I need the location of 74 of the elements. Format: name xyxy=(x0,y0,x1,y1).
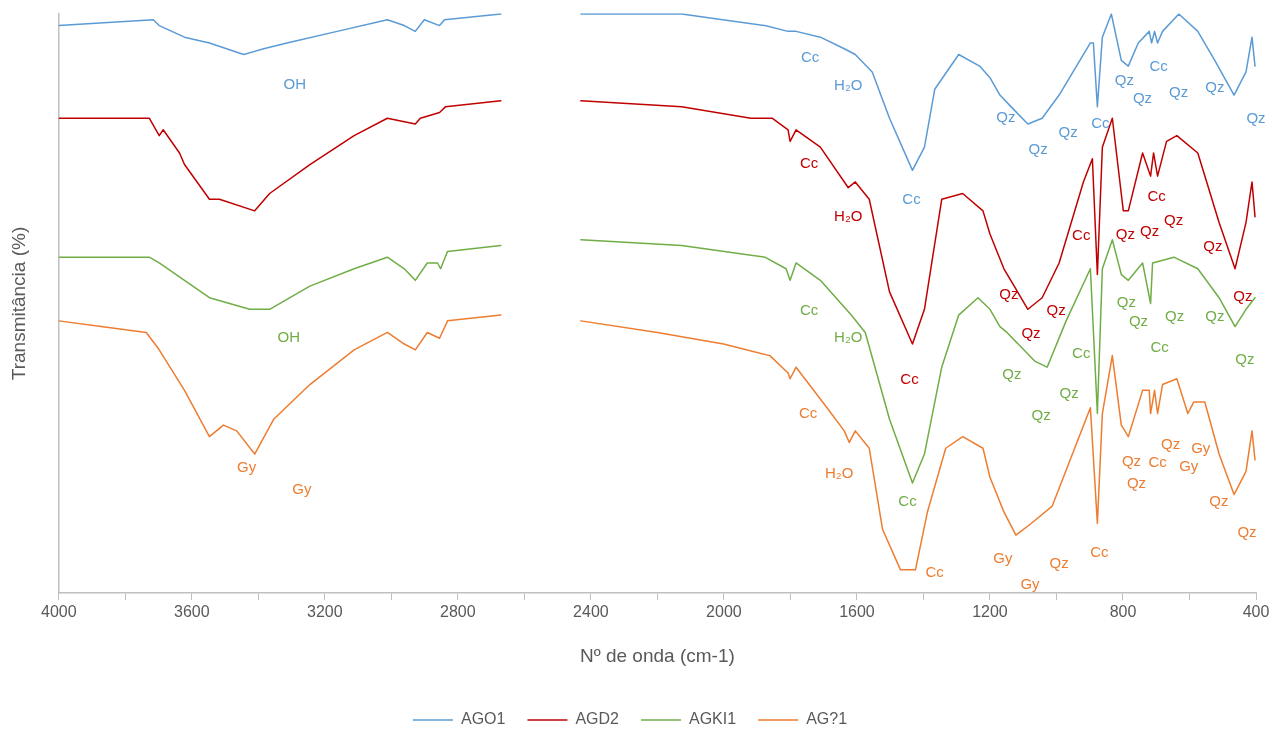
annotation: Qz xyxy=(1121,452,1142,470)
annotation: Qz xyxy=(1139,221,1160,239)
annotation: Qz xyxy=(1169,83,1189,101)
annotation: Qz xyxy=(1114,70,1135,88)
annotation: Cc xyxy=(1148,453,1168,471)
annotation: Qz xyxy=(1132,88,1153,106)
annotation: Qz xyxy=(1002,365,1022,383)
annotation: Qz xyxy=(1049,553,1069,571)
annotation: Qz xyxy=(1237,523,1257,541)
annotation: Cc xyxy=(1090,542,1109,560)
annotation: Qz xyxy=(1161,435,1181,453)
x-tick-label: 2800 xyxy=(440,603,476,621)
annotation: Qz xyxy=(1209,491,1229,509)
annotation: Qz xyxy=(1028,139,1048,157)
annotation: Gy xyxy=(1020,575,1041,593)
x-tick-label: 1600 xyxy=(839,603,875,621)
annotation: Qz xyxy=(1126,473,1147,491)
x-tick-label: 2400 xyxy=(573,603,609,621)
x-tick-label: 400 xyxy=(1242,603,1270,621)
annotation: Cc xyxy=(900,369,920,387)
x-tick-label: 3600 xyxy=(174,603,210,621)
annotation: H₂O xyxy=(834,207,863,225)
annotation: Cc xyxy=(798,403,818,421)
annotation: Cc xyxy=(1091,113,1110,131)
legend-label: AGD2 xyxy=(575,710,620,728)
x-tick-label: 4000 xyxy=(41,603,77,621)
annotation: Cc xyxy=(800,48,820,66)
legend-label: AG?1 xyxy=(806,710,848,728)
annotation: Qz xyxy=(1058,122,1078,140)
annotation: Qz xyxy=(1128,312,1149,330)
annotation: Qz xyxy=(1021,323,1041,341)
annotation: Qz xyxy=(1046,300,1066,318)
x-axis-title: Nº de onda (cm-1) xyxy=(580,644,735,666)
annotation: Gy xyxy=(1191,438,1211,456)
annotation: Qz xyxy=(996,107,1016,125)
annotation: Cc xyxy=(1150,338,1170,356)
annotation: Qz xyxy=(1205,306,1225,324)
annotation: Cc xyxy=(902,190,922,208)
annotation: Gy xyxy=(292,480,312,498)
annotation: Cc xyxy=(1149,57,1169,75)
annotation: H₂O xyxy=(825,463,854,481)
annotation: Cc xyxy=(1147,186,1167,204)
x-tick-label: 1200 xyxy=(972,603,1008,621)
annotation: Qz xyxy=(1116,293,1137,311)
annotation: Cc xyxy=(799,154,819,172)
annotation: OH xyxy=(283,75,307,93)
annotation: Qz xyxy=(1205,77,1225,95)
annotation: Qz xyxy=(1031,405,1051,423)
annotation: H₂O xyxy=(834,76,863,94)
annotation: Cc xyxy=(1072,343,1091,361)
annotation: Qz xyxy=(1165,306,1185,324)
annotation: Qz xyxy=(999,285,1019,303)
annotation: Cc xyxy=(925,562,945,580)
y-axis-title: Transmitância (%) xyxy=(7,226,29,381)
annotation: Gy xyxy=(1179,456,1199,474)
x-tick-label: 3200 xyxy=(307,603,343,621)
annotation: Gy xyxy=(993,549,1013,567)
annotation: Cc xyxy=(898,491,918,509)
annotation: Qz xyxy=(1246,109,1266,127)
annotation: Qz xyxy=(1164,210,1184,228)
x-tick-label: 2000 xyxy=(706,603,742,621)
annotation: Gy xyxy=(237,457,257,475)
annotation: Qz xyxy=(1059,384,1079,402)
annotation: Cc xyxy=(1072,226,1091,244)
annotation: H₂O xyxy=(834,328,863,346)
legend-label: AGO1 xyxy=(460,710,506,728)
x-tick-label: 800 xyxy=(1109,603,1137,621)
annotation: Qz xyxy=(1233,287,1253,305)
annotation: Qz xyxy=(1115,225,1136,243)
annotation: Qz xyxy=(1235,349,1255,367)
annotation: Cc xyxy=(799,300,819,318)
annotation: Qz xyxy=(1203,236,1223,254)
legend-label: AGKI1 xyxy=(688,710,737,728)
annotation: OH xyxy=(277,328,301,346)
